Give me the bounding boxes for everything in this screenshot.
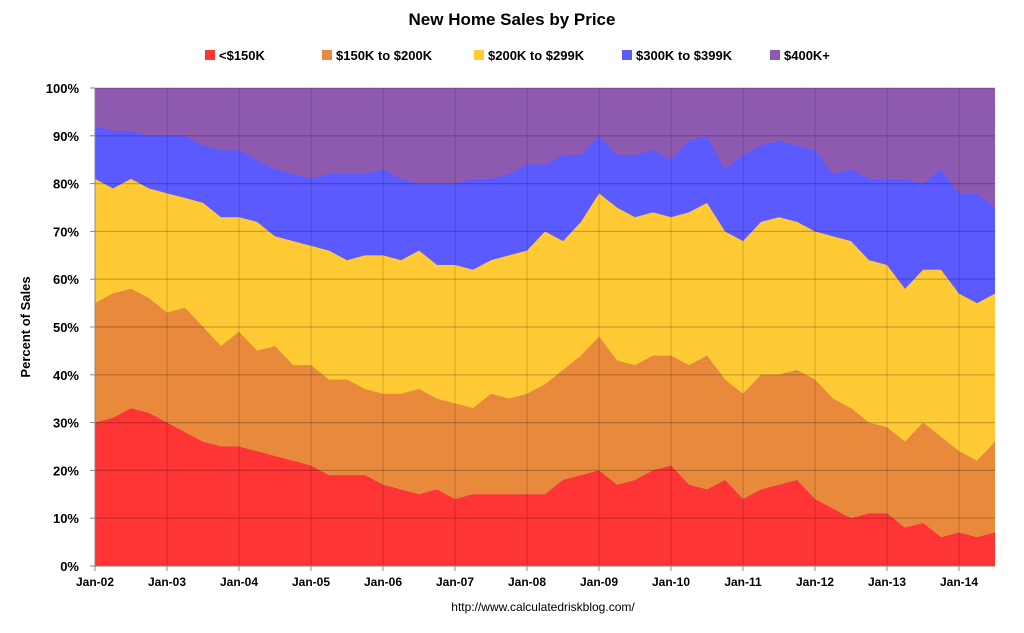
legend-label: $300K to $399K [636,48,733,63]
x-tick-label: Jan-04 [220,575,258,589]
legend-swatch [474,50,484,60]
x-tick-label: Jan-07 [436,575,474,589]
legend-swatch [770,50,780,60]
legend-label: $150K to $200K [336,48,433,63]
legend-swatch [622,50,632,60]
y-tick-label: 20% [53,463,79,478]
legend: <$150K $150K to $200K $200K to $299K $300K … [205,48,830,63]
y-tick-label: 70% [53,224,79,239]
x-tick-label: Jan-13 [868,575,906,589]
y-tick-label: 60% [53,272,79,287]
y-tick-label: 10% [53,511,79,526]
x-tick-label: Jan-14 [940,575,978,589]
legend-swatch [205,50,215,60]
y-tick-label: 80% [53,177,79,192]
chart-title: New Home Sales by Price [409,10,616,29]
y-tick-label: 40% [53,368,79,383]
area-series-4 [95,88,995,208]
area-series-3 [95,126,995,304]
legend-item-4: $400K+ [770,48,830,63]
x-tick-label: Jan-02 [76,575,114,589]
area-series-0 [95,408,995,566]
legend-label: <$150K [219,48,266,63]
legend-swatch [322,50,332,60]
x-tick-label: Jan-09 [580,575,618,589]
x-tick-label: Jan-10 [652,575,690,589]
area-series-1 [95,288,995,538]
legend-item-1: $150K to $200K [322,48,433,63]
x-tick-label: Jan-12 [796,575,834,589]
x-tick-label: Jan-03 [148,575,186,589]
source-footer: http://www.calculatedriskblog.com/ [451,600,635,614]
area-series-2 [95,178,995,461]
x-tick-label: Jan-11 [724,575,762,589]
gridlines [94,87,995,567]
y-tick-label: 30% [53,416,79,431]
y-axis-label: Percent of Sales [18,276,33,377]
legend-item-3: $300K to $399K [622,48,733,63]
axes: 0% 10% 20% 30% 40% 50% 60% 70% 80% 90% 100% Jan-02 J… [46,81,995,589]
legend-label: $200K to $299K [488,48,585,63]
y-tick-label: 90% [53,129,79,144]
x-tick-label: Jan-08 [508,575,546,589]
legend-item-2: $200K to $299K [474,48,585,63]
y-tick-label: 0% [60,559,79,574]
legend-label: $400K+ [784,48,830,63]
plot-areas [95,88,995,566]
x-tick-label: Jan-05 [292,575,330,589]
legend-item-0: <$150K [205,48,266,63]
y-tick-label: 50% [53,320,79,335]
x-tick-label: Jan-06 [364,575,402,589]
y-tick-label: 100% [46,81,80,96]
